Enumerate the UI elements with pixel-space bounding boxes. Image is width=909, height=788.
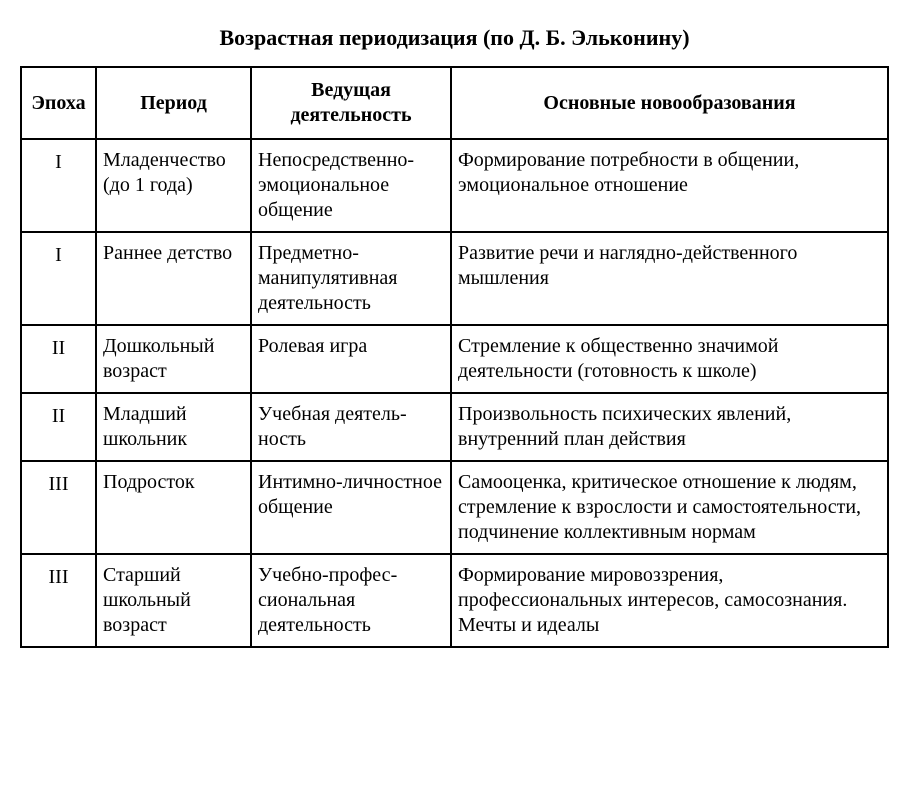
- cell-epoch: III: [21, 554, 96, 647]
- page-title: Возрастная периодизация (по Д. Б. Элькон…: [20, 25, 889, 51]
- header-formation: Основные новообразования: [451, 67, 888, 139]
- cell-period: Старший школьный возраст: [96, 554, 251, 647]
- table-body: I Младенчест­во (до 1 года) Непосредстве…: [21, 139, 888, 647]
- cell-activity: Ролевая игра: [251, 325, 451, 393]
- table-row: I Раннее детство Предметно-манипулятивна…: [21, 232, 888, 325]
- table-row: II Младший школьник Учебная деятель­ност…: [21, 393, 888, 461]
- cell-epoch: II: [21, 325, 96, 393]
- periodization-table: Эпоха Период Ведущая деятельность Основн…: [20, 66, 889, 648]
- cell-formation: Стремление к общественно значимой деятел…: [451, 325, 888, 393]
- cell-activity: Непосредствен­но-эмоциональ­ное общение: [251, 139, 451, 232]
- cell-epoch: I: [21, 232, 96, 325]
- cell-epoch: I: [21, 139, 96, 232]
- cell-period: Младший школьник: [96, 393, 251, 461]
- cell-period: Дошколь­ный возраст: [96, 325, 251, 393]
- cell-formation: Формирование потребности в общении, эмоц…: [451, 139, 888, 232]
- cell-activity: Предметно-манипулятивная деятельность: [251, 232, 451, 325]
- cell-period: Подросток: [96, 461, 251, 554]
- cell-epoch: III: [21, 461, 96, 554]
- cell-epoch: II: [21, 393, 96, 461]
- cell-activity: Учебно-профес­сиональная деятельность: [251, 554, 451, 647]
- cell-period: Раннее детство: [96, 232, 251, 325]
- header-activity: Ведущая деятельность: [251, 67, 451, 139]
- cell-formation: Произвольность психических яв­лений, вну…: [451, 393, 888, 461]
- cell-period: Младенчест­во (до 1 года): [96, 139, 251, 232]
- cell-activity: Учебная деятель­ность: [251, 393, 451, 461]
- table-row: III Старший школьный возраст Учебно-проф…: [21, 554, 888, 647]
- cell-formation: Формирование мировоззрения, профессионал…: [451, 554, 888, 647]
- cell-formation: Самооценка, критическое отноше­ние к люд…: [451, 461, 888, 554]
- table-row: III Подросток Интимно-личностное общение…: [21, 461, 888, 554]
- header-period: Период: [96, 67, 251, 139]
- header-epoch: Эпоха: [21, 67, 96, 139]
- table-row: I Младенчест­во (до 1 года) Непосредстве…: [21, 139, 888, 232]
- table-row: II Дошколь­ный возраст Ролевая игра Стре…: [21, 325, 888, 393]
- cell-formation: Развитие речи и наглядно-дей­ственного м…: [451, 232, 888, 325]
- table-header-row: Эпоха Период Ведущая деятельность Основн…: [21, 67, 888, 139]
- cell-activity: Интимно-личностное общение: [251, 461, 451, 554]
